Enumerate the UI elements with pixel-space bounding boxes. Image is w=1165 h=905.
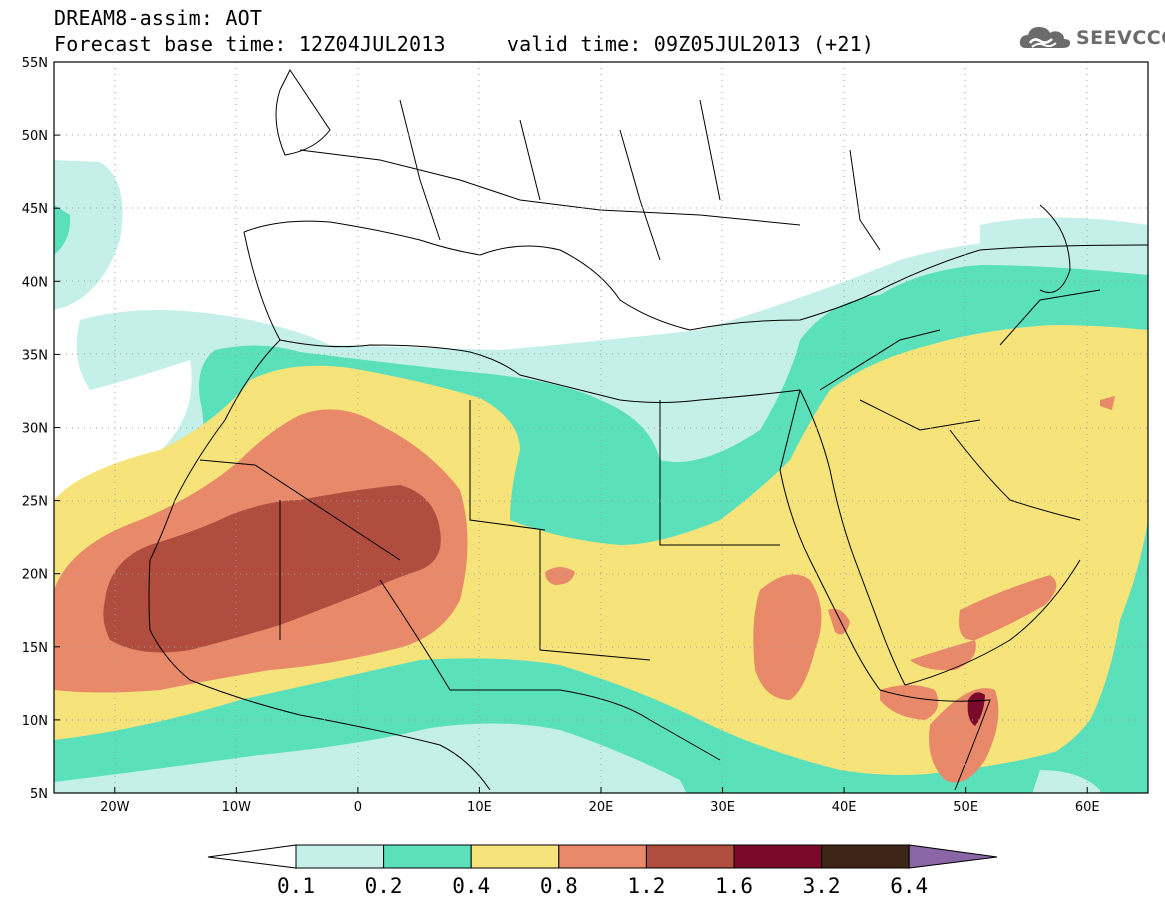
colorbar-labels: 0.1 0.2 0.4 0.8 1.2 1.6 3.2 6.4: [277, 874, 928, 898]
colorbar-level-label: 0.1: [277, 874, 315, 898]
colorbar-level-label: 0.4: [452, 874, 490, 898]
aot-band-1.2: [103, 485, 441, 653]
lat-tick-label: 5N: [30, 787, 48, 802]
logo-text: SEEVCCC: [1076, 27, 1165, 49]
coastline-caspian: [1039, 204, 1071, 293]
colorbar-level-label: 1.6: [715, 874, 753, 898]
coastline-arabia-south: [904, 559, 1081, 686]
lon-tick-label: 10E: [467, 800, 492, 815]
border-sahara-5: [469, 400, 546, 531]
cloud-icon: [1019, 27, 1071, 48]
border-central-africa: [379, 579, 721, 761]
lat-tick-label: 15N: [22, 641, 48, 656]
coastline-west-africa: [148, 231, 491, 791]
latitude-axis: 55N 50N 45N 40N 35N 30N 25N 20N 15N 10N 5N: [22, 56, 60, 802]
border-sahara-4: [659, 400, 780, 546]
lat-tick-label: 10N: [22, 714, 48, 729]
lat-tick-label: 30N: [22, 422, 48, 437]
lon-tick-label: 0: [354, 800, 362, 815]
aot-band-south-0.1: [54, 723, 1100, 793]
colorbar-level-label: 6.4: [890, 874, 928, 898]
colorbar-arrow-high: [908, 844, 998, 869]
aot-field: [54, 62, 1148, 793]
border-middle-east: [819, 289, 1101, 431]
longitude-axis: 20W 10W 0 10E 20E 30E 40E 50E 60E: [100, 787, 1100, 815]
lon-tick-label: 20E: [589, 800, 614, 815]
colorbar-box-0.4-0.8: [470, 844, 560, 869]
lat-tick-label: 55N: [22, 56, 48, 71]
colorbar-box-1.2-1.6: [645, 844, 735, 869]
coastline-horn: [879, 689, 991, 791]
border-europe: [299, 99, 881, 261]
lon-tick-label: 10W: [222, 800, 252, 815]
lat-tick-label: 40N: [22, 275, 48, 290]
colorbar-level-label: 0.8: [540, 874, 578, 898]
colorbar-level-label: 0.2: [365, 874, 403, 898]
colorbar-box-0.2-0.4: [383, 844, 472, 869]
lat-tick-label: 35N: [22, 348, 48, 363]
lon-tick-label: 50E: [953, 800, 978, 815]
colorbar-box-0.8-1.2: [558, 844, 647, 869]
lon-tick-label: 60E: [1075, 800, 1100, 815]
colorbar-arrow-low: [207, 844, 297, 869]
graticule: [54, 62, 1148, 793]
lon-tick-label: 20W: [100, 800, 130, 815]
coastline-red-sea-west: [779, 389, 881, 691]
lat-tick-label: 45N: [22, 202, 48, 217]
border-sahara-3: [539, 530, 651, 661]
colorbar-level-label: 3.2: [803, 874, 841, 898]
border-sahara-1: [199, 459, 401, 561]
lon-tick-label: 30E: [710, 800, 735, 815]
seevccc-logo: SEEVCCC: [1018, 24, 1165, 52]
forecast-times: Forecast base time: 12Z04JUL2013 valid t…: [54, 32, 875, 56]
lat-tick-label: 25N: [22, 495, 48, 510]
lon-tick-label: 40E: [832, 800, 857, 815]
coastline-gulf: [949, 429, 1081, 521]
coastlines: [148, 69, 1148, 791]
colorbar-level-label: 1.2: [627, 874, 665, 898]
lat-tick-label: 50N: [22, 129, 48, 144]
colorbar: 0.1 0.2 0.4 0.8 1.2 1.6 3.2 6.4: [207, 844, 998, 898]
coastline-north-africa: [279, 339, 801, 403]
colorbar-box-1.6-3.2: [733, 844, 823, 869]
coastline-iberia-italy-balkans: [243, 220, 1148, 331]
colorbar-box-3.2-6.4: [821, 844, 910, 869]
coastline-uk: [275, 69, 331, 156]
lat-tick-label: 20N: [22, 568, 48, 583]
map-title: DREAM8-assim: AOT: [54, 6, 263, 30]
coastline-red-sea-east: [799, 389, 906, 686]
aot-band-0.8: [54, 396, 1115, 783]
colorbar-box-0.1-0.2: [295, 844, 385, 869]
